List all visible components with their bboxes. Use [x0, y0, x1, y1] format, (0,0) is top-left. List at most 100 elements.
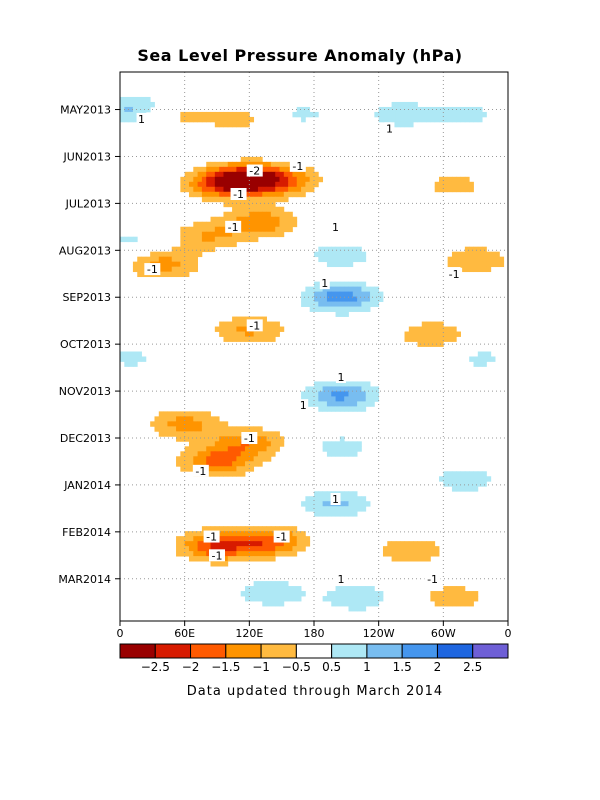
anomaly-cell: [193, 236, 198, 243]
anomaly-cell: [361, 291, 367, 297]
anomaly-cell: [176, 271, 181, 278]
anomaly-cell: [344, 441, 349, 447]
anomaly-cell: [227, 436, 233, 442]
anomaly-cell: [219, 541, 224, 547]
anomaly-cell: [447, 471, 453, 477]
anomaly-cell: [275, 171, 280, 178]
anomaly-cell: [206, 456, 211, 462]
anomaly-cell: [279, 596, 285, 602]
anomaly-cell: [348, 406, 354, 412]
anomaly-cell: [262, 586, 267, 592]
anomaly-cell: [193, 441, 198, 447]
anomaly-cell: [249, 236, 255, 243]
anomaly-cell: [469, 356, 474, 362]
anomaly-cell: [137, 356, 142, 362]
anomaly-cell: [141, 96, 147, 103]
anomaly-cell: [326, 386, 332, 392]
anomaly-cell: [335, 386, 341, 392]
anomaly-cell: [430, 331, 436, 337]
contour-label-background: [330, 493, 341, 505]
anomaly-cell: [188, 441, 194, 447]
anomaly-cell: [352, 506, 358, 512]
anomaly-cell: [236, 216, 242, 223]
anomaly-cell: [275, 601, 280, 607]
anomaly-cell: [227, 176, 233, 183]
anomaly-cell: [201, 246, 207, 253]
anomaly-cell: [344, 311, 349, 317]
anomaly-cell: [331, 296, 336, 302]
anomaly-cell: [430, 551, 436, 557]
anomaly-cell: [236, 471, 242, 477]
anomaly-cell: [365, 396, 371, 402]
anomaly-cell: [430, 546, 436, 552]
anomaly-cell: [370, 396, 375, 402]
anomaly-cell: [206, 451, 211, 457]
anomaly-cell: [451, 331, 457, 337]
anomaly-cell: [301, 111, 306, 118]
anomaly-cell: [296, 536, 302, 542]
anomaly-cell: [176, 456, 181, 462]
anomaly-cell: [391, 556, 397, 562]
anomaly-cell: [188, 556, 194, 562]
anomaly-cell: [434, 591, 440, 597]
anomaly-cell: [262, 186, 267, 193]
anomaly-cell: [352, 446, 358, 452]
anomaly-cell: [395, 101, 401, 108]
anomaly-cell: [296, 586, 302, 592]
anomaly-cell: [275, 441, 280, 447]
anomaly-cell: [352, 451, 358, 457]
anomaly-cell: [322, 256, 328, 263]
anomaly-cell: [206, 231, 211, 238]
anomaly-cell: [309, 286, 315, 292]
anomaly-cell: [413, 551, 418, 557]
anomaly-cell: [245, 181, 250, 188]
anomaly-cell: [240, 546, 246, 552]
anomaly-cell: [326, 286, 332, 292]
y-tick-label: SEP2013: [62, 291, 111, 304]
anomaly-cell: [184, 536, 190, 542]
anomaly-cell: [232, 116, 237, 123]
anomaly-cell: [249, 426, 255, 432]
anomaly-cell: [141, 256, 147, 263]
anomaly-cell: [275, 186, 280, 193]
anomaly-cell: [240, 316, 246, 322]
anomaly-cell: [214, 166, 220, 173]
anomaly-cell: [335, 246, 341, 253]
anomaly-cell: [184, 251, 190, 258]
anomaly-cell: [206, 236, 211, 243]
anomaly-cell: [314, 396, 319, 402]
anomaly-cell: [305, 391, 311, 397]
anomaly-cell: [292, 171, 298, 178]
contour-label-background: [319, 277, 330, 290]
anomaly-cell: [240, 466, 246, 472]
y-tick-label: JUN2013: [62, 150, 111, 163]
heatmap-plot-area: 11-2 -1-1-1 1-11-1-111-1-11-1 -1-11 -1: [120, 72, 508, 621]
anomaly-cell: [227, 541, 233, 547]
anomaly-cell: [318, 251, 324, 258]
anomaly-cell: [197, 221, 203, 228]
anomaly-cell: [335, 586, 341, 592]
anomaly-cell: [275, 436, 280, 442]
anomaly-cell: [270, 451, 276, 457]
anomaly-cell: [257, 581, 263, 587]
anomaly-cell: [253, 586, 259, 592]
anomaly-cell: [374, 386, 380, 392]
anomaly-cell: [404, 106, 410, 113]
anomaly-cell: [344, 491, 349, 497]
anomaly-cell: [339, 261, 345, 268]
anomaly-cell: [283, 221, 289, 228]
anomaly-cell: [227, 231, 233, 238]
anomaly-cell: [245, 161, 250, 168]
anomaly-cell: [270, 191, 276, 198]
anomaly-cell: [214, 541, 220, 547]
anomaly-cell: [473, 116, 479, 123]
anomaly-cell: [176, 436, 181, 442]
anomaly-cell: [460, 481, 466, 487]
anomaly-cell: [279, 206, 285, 213]
anomaly-cell: [176, 261, 181, 268]
anomaly-cell: [322, 501, 328, 507]
anomaly-cell: [322, 291, 328, 297]
anomaly-cell: [266, 531, 272, 537]
anomaly-cell: [322, 446, 328, 452]
anomaly-cell: [499, 261, 505, 268]
